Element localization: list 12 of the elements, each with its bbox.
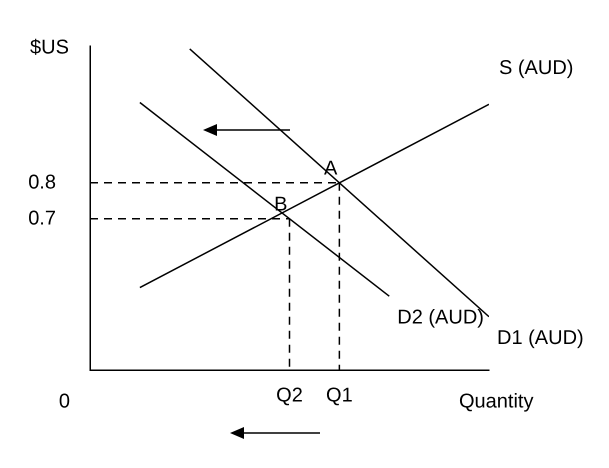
x-tick-label: Q2 [276, 384, 303, 407]
series-label: S (AUD) [499, 56, 574, 79]
y-tick-label: 0.8 [28, 171, 56, 194]
series-label: D1 (AUD) [497, 327, 584, 350]
text: 0 [58, 390, 70, 413]
y-axis-title: $US [30, 36, 69, 59]
annotation: B [274, 193, 288, 216]
x-axis-title: Quantity [459, 390, 534, 413]
series-label: D2 (AUD) [397, 306, 484, 329]
annotation: A [324, 157, 338, 180]
x-tick-label: Q1 [326, 384, 353, 407]
y-tick-label: 0.7 [28, 207, 56, 230]
